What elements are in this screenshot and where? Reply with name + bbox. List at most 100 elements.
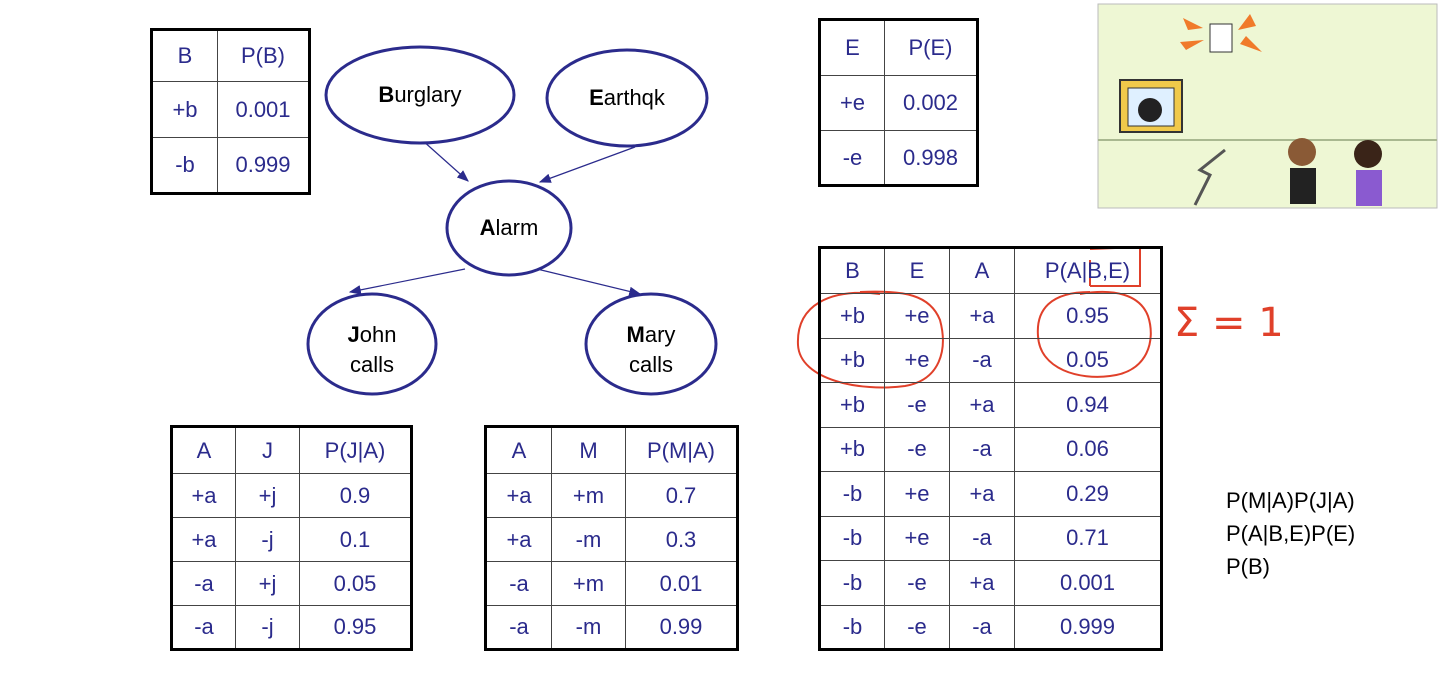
cell: +e xyxy=(884,293,950,339)
node xyxy=(324,45,516,145)
cell: 0.29 xyxy=(1014,471,1162,517)
cell: +j xyxy=(235,561,300,606)
cell: -a xyxy=(949,337,1015,383)
cell: +a xyxy=(949,471,1015,517)
cell: -a xyxy=(171,605,236,650)
cell: 0.95 xyxy=(299,605,412,650)
node-label: John calls xyxy=(347,322,397,377)
sum-annotation: Σ = 1 xyxy=(1174,300,1284,346)
illustration xyxy=(1097,3,1438,209)
cell: +a xyxy=(485,517,552,562)
cell: -m xyxy=(551,517,626,562)
node-label: Burglary xyxy=(378,82,462,107)
cell: -e xyxy=(884,382,950,428)
cell: +e xyxy=(884,471,950,517)
cell: +a xyxy=(949,560,1015,606)
table: A M P(M|A) +a +m 0.7 +a -m 0.3 -a +m 0.01 -a -m 0.99 xyxy=(484,425,739,651)
cell: J xyxy=(235,426,300,474)
cell: 0.002 xyxy=(884,75,978,131)
cell: +m xyxy=(551,473,626,518)
edge xyxy=(348,268,466,295)
edges xyxy=(348,139,642,297)
row: +a -m 0.3 xyxy=(485,517,738,562)
cell: 0.95 xyxy=(1014,293,1162,339)
table: E P(E) +e 0.002 -e 0.998 xyxy=(818,18,979,187)
person-head xyxy=(1354,140,1382,168)
cell: P(B) xyxy=(217,29,310,82)
formula-line: P(M|A)P(J|A) xyxy=(1226,488,1355,513)
formula-line: P(B) xyxy=(1226,554,1270,579)
cell: 0.05 xyxy=(1014,337,1162,383)
cell: B xyxy=(151,29,218,82)
row: -e 0.998 xyxy=(819,130,978,186)
cell: A xyxy=(949,247,1015,294)
row: -a -m 0.99 xyxy=(485,605,738,650)
burglar xyxy=(1138,98,1162,122)
crack xyxy=(1193,148,1226,206)
node xyxy=(306,292,438,396)
cell: 0.05 xyxy=(299,561,412,606)
cell: +a xyxy=(949,382,1015,428)
node-label: Earthqk xyxy=(589,85,665,110)
cell: A xyxy=(171,426,236,474)
cell: A xyxy=(485,426,552,474)
cell: -b xyxy=(151,137,218,194)
header-row: B P(B) xyxy=(151,29,310,82)
cell: +m xyxy=(551,561,626,606)
row: -b 0.999 xyxy=(151,137,310,194)
cell: 0.1 xyxy=(299,517,412,562)
cell: 0.06 xyxy=(1014,426,1162,472)
cell: M xyxy=(551,426,626,474)
cell: -b xyxy=(819,604,885,650)
cell: 0.998 xyxy=(884,130,978,186)
cell: +b xyxy=(819,337,885,383)
alarm-box xyxy=(1209,23,1233,53)
cell: -a xyxy=(171,561,236,606)
row: -b -e -a 0.999 xyxy=(819,604,1162,650)
row: +a +m 0.7 xyxy=(485,473,738,518)
row: +a +j 0.9 xyxy=(171,473,412,518)
cell: 0.71 xyxy=(1014,515,1162,561)
row: -b +e +a 0.29 xyxy=(819,471,1162,517)
cell: +a xyxy=(485,473,552,518)
edge xyxy=(536,268,642,297)
node xyxy=(584,292,718,396)
cell: 0.01 xyxy=(625,561,738,606)
node-label: Alarm xyxy=(479,215,539,240)
formula-line: P(A|B,E)P(E) xyxy=(1226,521,1356,546)
row: -a +j 0.05 xyxy=(171,561,412,606)
cell: -m xyxy=(551,605,626,650)
cell: -e xyxy=(819,130,885,186)
person-head xyxy=(1288,138,1316,166)
cell: +b xyxy=(819,293,885,339)
cell: E xyxy=(819,19,885,76)
edge xyxy=(421,139,469,182)
cell: +e xyxy=(884,337,950,383)
cell: -a xyxy=(949,604,1015,650)
cell: -b xyxy=(819,471,885,517)
node-label: Mary calls xyxy=(626,322,676,377)
table: B P(B) +b 0.001 -b 0.999 xyxy=(150,28,311,195)
cell: +j xyxy=(235,473,300,518)
cell: 0.999 xyxy=(1014,604,1162,650)
header-row: B E A P(A|B,E) xyxy=(819,247,1162,294)
row: +e 0.002 xyxy=(819,75,978,131)
person-body xyxy=(1356,170,1382,206)
cell: -a xyxy=(949,426,1015,472)
cell: P(E) xyxy=(884,19,978,76)
cell: -a xyxy=(485,605,552,650)
row: +b -e +a 0.94 xyxy=(819,382,1162,428)
cell: -a xyxy=(949,515,1015,561)
cell: +e xyxy=(819,75,885,131)
cell: +b xyxy=(151,81,218,138)
cell: P(M|A) xyxy=(625,426,738,474)
cell: +b xyxy=(819,382,885,428)
cell: -e xyxy=(884,560,950,606)
cell: +e xyxy=(884,515,950,561)
cell: 0.9 xyxy=(299,473,412,518)
nodes xyxy=(306,45,718,396)
node xyxy=(545,48,709,148)
cell: -j xyxy=(235,605,300,650)
row: +b 0.001 xyxy=(151,81,310,138)
